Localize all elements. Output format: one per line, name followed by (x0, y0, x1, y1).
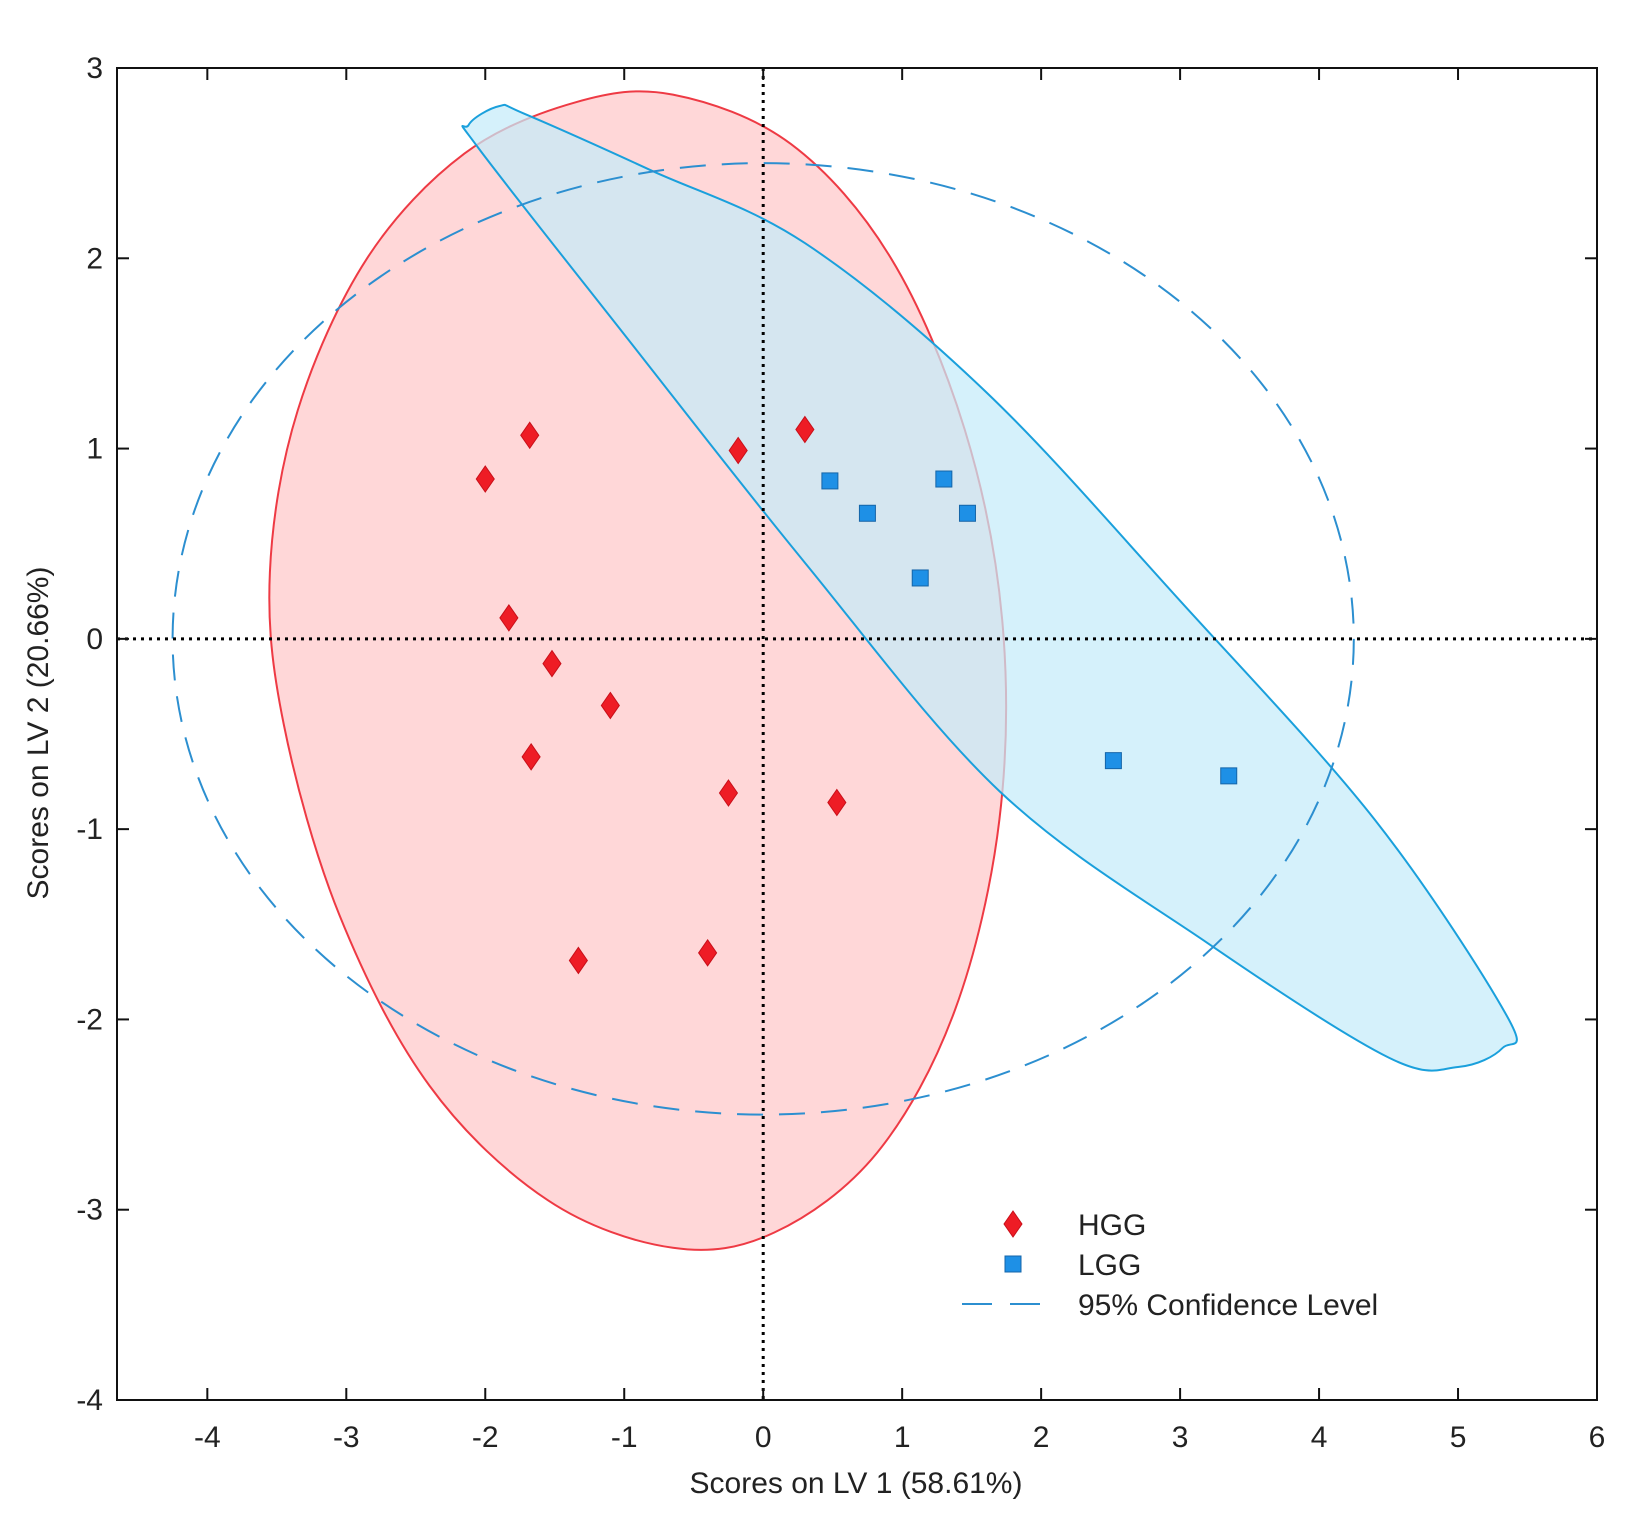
y-tick-label: 0 (86, 623, 103, 656)
x-tick-label: 5 (1450, 1421, 1467, 1454)
x-tick-label: 0 (755, 1421, 772, 1454)
point-hgg (728, 436, 748, 465)
x-tick-label: -2 (472, 1421, 499, 1454)
legend: HGG LGG 95% Confidence Level (962, 1209, 1378, 1322)
x-tick-label: 4 (1311, 1421, 1328, 1454)
point-hgg (568, 946, 588, 975)
point-lgg (821, 472, 839, 490)
point-lgg (935, 470, 953, 488)
point-hgg (499, 604, 519, 632)
y-tick-label: -1 (76, 813, 103, 846)
point-hgg (542, 649, 562, 678)
ellipse-lgg (461, 103, 1518, 1072)
y-tick-label: -2 (76, 1003, 103, 1036)
legend-marker-hgg (1003, 1210, 1023, 1238)
point-lgg (911, 569, 929, 587)
x-tick-label: -3 (333, 1421, 360, 1454)
legend-label: 95% Confidence Level (1078, 1289, 1378, 1322)
point-hgg (521, 742, 541, 771)
x-axis-label: Scores on LV 1 (58.61%) (690, 1467, 1023, 1500)
plot-frame (116, 67, 1598, 1401)
x-tick-label: -1 (611, 1421, 638, 1454)
point-hgg (600, 691, 620, 720)
x-tick-label: 3 (1172, 1421, 1189, 1454)
point-lgg (958, 504, 976, 522)
y-tick-label: 2 (86, 242, 103, 275)
point-hgg (520, 421, 540, 450)
point-lgg (1220, 767, 1238, 785)
point-hgg (827, 788, 847, 817)
point-hgg (698, 938, 718, 967)
y-tick-label: -4 (76, 1384, 103, 1417)
x-tick-label: 6 (1589, 1421, 1606, 1454)
legend-marker-lgg (1004, 1255, 1022, 1273)
x-tick-label: -4 (194, 1421, 221, 1454)
confidence-ellipse (171, 162, 1355, 1116)
point-hgg (475, 465, 495, 493)
x-tick-label: 1 (894, 1421, 911, 1454)
point-lgg (1104, 752, 1122, 770)
y-tick-label: 3 (86, 52, 103, 85)
point-lgg (858, 504, 876, 522)
x-tick-label: 2 (1033, 1421, 1050, 1454)
legend-label: HGG (1078, 1209, 1146, 1242)
y-axis-label: Scores on LV 2 (20.66%) (22, 567, 55, 900)
point-hgg (718, 779, 739, 807)
point-hgg (795, 415, 815, 444)
y-tick-label: 1 (86, 433, 103, 466)
legend-label: LGG (1078, 1249, 1141, 1282)
y-tick-label: -3 (76, 1194, 103, 1227)
